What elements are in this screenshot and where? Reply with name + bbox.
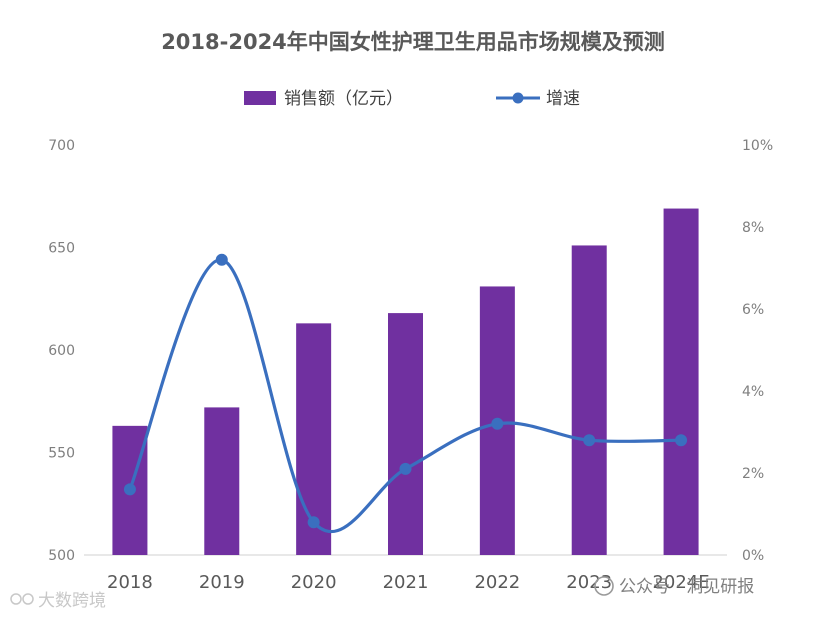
watermark-left: 大数跨境	[10, 591, 106, 611]
x-tick-label: 2019	[199, 572, 245, 593]
watermark-right-text: 公众号 · 洞见研报	[619, 577, 754, 597]
y-right-tick-label: 2%	[742, 466, 764, 482]
legend: 销售额（亿元） 增速	[244, 89, 580, 109]
y-right-tick-label: 10%	[742, 138, 773, 154]
legend-label-growth: 增速	[546, 89, 580, 109]
x-tick-label: 2023	[566, 572, 612, 593]
bar-2024E	[663, 208, 699, 556]
wechat-icon	[594, 576, 614, 596]
growth-point-2023	[583, 434, 596, 447]
growth-point-2020	[307, 516, 320, 529]
watermark-left-text: 大数跨境	[38, 591, 106, 611]
y-left-tick-label: 600	[48, 343, 75, 359]
x-tick-label: 2018	[107, 572, 153, 593]
y-right-tick-label: 0%	[742, 548, 764, 564]
growth-points	[123, 253, 688, 529]
growth-point-2022	[491, 417, 504, 430]
growth-point-2019	[215, 253, 228, 266]
legend-bar-swatch	[244, 91, 276, 105]
y-left-tick-label: 700	[48, 138, 75, 154]
x-tick-label: 2024E	[652, 572, 709, 593]
y-axis-right: 0% 2% 4% 6% 8% 10%	[742, 138, 773, 564]
bar-2021	[388, 313, 423, 555]
bar-2019	[204, 407, 240, 555]
bar-series	[112, 208, 699, 556]
x-tick-label: 2020	[291, 572, 337, 593]
growth-line	[128, 258, 682, 533]
legend-line-marker	[512, 92, 524, 104]
y-left-tick-label: 650	[48, 241, 75, 257]
growth-point-2021	[399, 462, 412, 475]
watermark-logo-icon	[10, 593, 22, 605]
growth-point-2024E	[675, 434, 688, 447]
y-right-tick-label: 4%	[742, 384, 764, 400]
watermark-logo-icon-2	[22, 593, 34, 605]
y-axis-left: 500 550 600 650 700	[48, 138, 75, 564]
bar-2023	[571, 245, 607, 555]
x-tick-label: 2022	[474, 572, 520, 593]
x-tick-label: 2021	[383, 572, 429, 593]
watermark-right: 公众号 · 洞见研报	[594, 576, 754, 597]
y-right-tick-label: 6%	[742, 302, 764, 318]
y-right-tick-label: 8%	[742, 220, 764, 236]
chart-title: 2018-2024年中国女性护理卫生用品市场规模及预测	[161, 30, 665, 54]
y-left-tick-label: 550	[48, 446, 75, 462]
legend-label-sales: 销售额（亿元）	[284, 89, 403, 109]
x-axis: 2018 2019 2020 2021 2022 2023 2024E	[107, 572, 710, 593]
y-left-tick-label: 500	[48, 548, 75, 564]
growth-point-2018	[123, 483, 136, 496]
